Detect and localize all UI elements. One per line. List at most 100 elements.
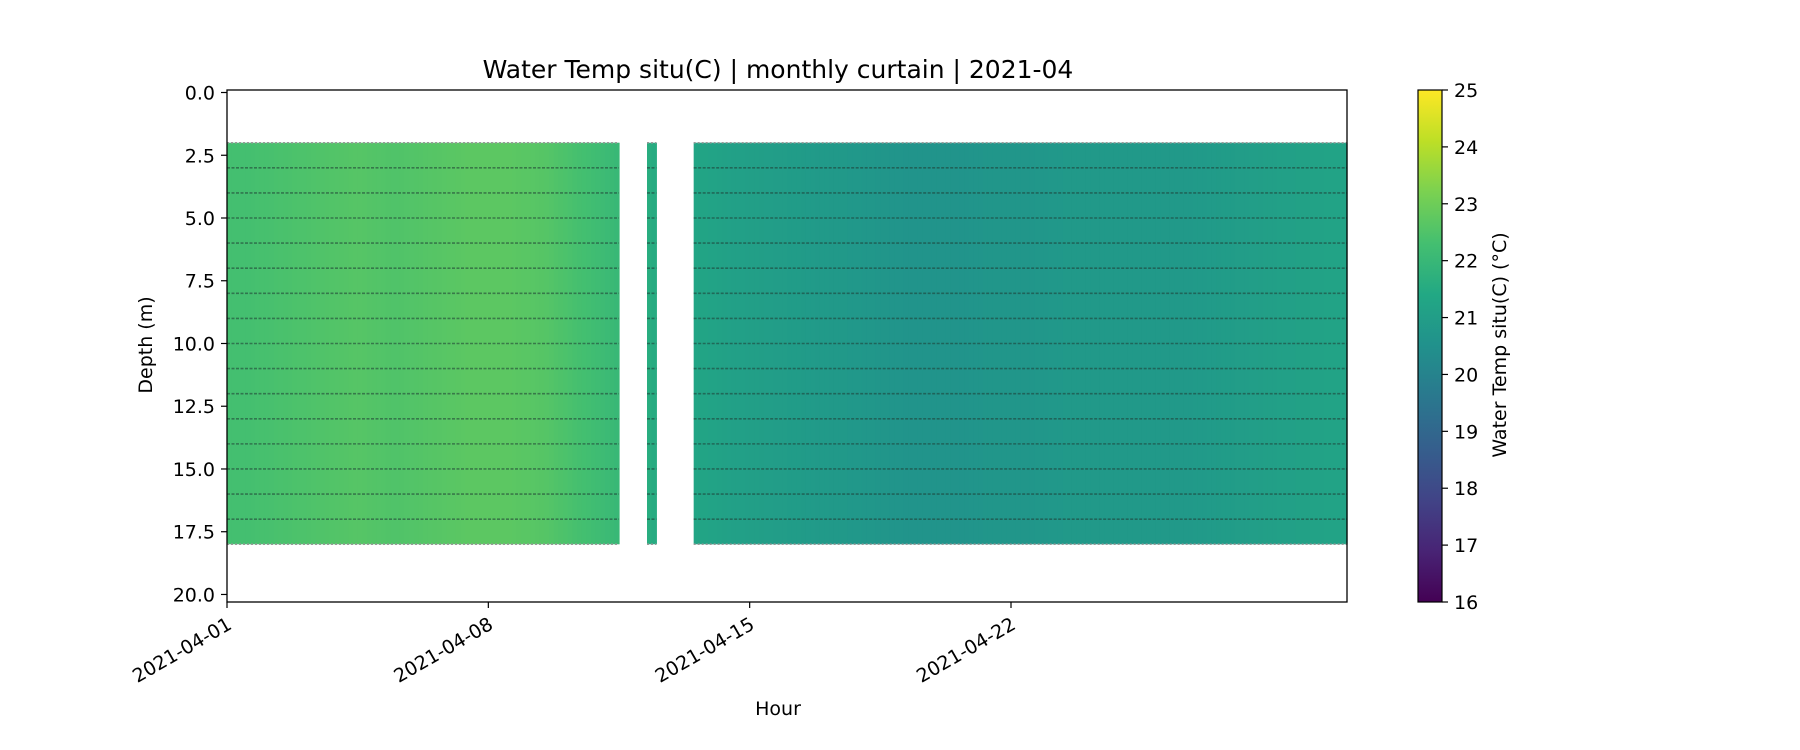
heatmap-cell bbox=[1090, 142, 1096, 545]
heatmap-cell bbox=[726, 142, 732, 545]
heatmap-cell bbox=[259, 142, 265, 545]
heatmap-cell bbox=[1239, 142, 1245, 545]
y-axis: 0.0 2.5 5.0 7.5 10.0 12.5 15.0 17.5 20.0 bbox=[173, 83, 227, 606]
heatmap-cell bbox=[717, 142, 723, 545]
heatmap-cell bbox=[712, 142, 718, 545]
heatmap-cell bbox=[390, 142, 396, 545]
y-tick-label: 5.0 bbox=[185, 208, 215, 230]
heatmap-cell bbox=[245, 142, 251, 545]
colorbar-tick-label: 20 bbox=[1454, 364, 1478, 386]
heatmap-cell bbox=[511, 142, 517, 545]
colorbar-tick-label: 19 bbox=[1454, 421, 1478, 443]
heatmap-cell bbox=[987, 142, 993, 545]
data-segment-3 bbox=[693, 141, 1348, 546]
colorbar-tick-label: 23 bbox=[1454, 194, 1478, 216]
heatmap-cell bbox=[399, 142, 405, 545]
colorbar-tick-label: 24 bbox=[1454, 137, 1478, 159]
heatmap-cell bbox=[1109, 142, 1115, 545]
heatmap-cell bbox=[992, 142, 998, 545]
heatmap-cell bbox=[745, 142, 751, 545]
colorbar-tick-label: 25 bbox=[1454, 80, 1478, 102]
heatmap-cell bbox=[264, 142, 270, 545]
heatmap-cell bbox=[1099, 142, 1105, 545]
heatmap-cell bbox=[847, 142, 853, 545]
heatmap-cell bbox=[866, 142, 872, 545]
y-tick-label: 7.5 bbox=[185, 271, 215, 293]
heatmap-cell bbox=[1230, 142, 1236, 545]
x-axis-label: Hour bbox=[755, 698, 801, 720]
heatmap-cell bbox=[1104, 142, 1110, 545]
chart-title: Water Temp situ(C) | monthly curtain | 2… bbox=[483, 55, 1074, 84]
y-tick-label: 12.5 bbox=[173, 396, 215, 418]
colorbar-tick-label: 18 bbox=[1454, 478, 1478, 500]
x-axis: 2021-04-01 2021-04-08 2021-04-15 2021-04-22 bbox=[129, 602, 1020, 688]
data-segment-1 bbox=[227, 141, 620, 546]
heatmap-cell bbox=[1113, 142, 1119, 545]
heatmap-cell bbox=[530, 142, 536, 545]
colorbar-tick-label: 17 bbox=[1454, 535, 1478, 557]
heatmap-cell bbox=[371, 142, 377, 545]
heatmap-cell bbox=[852, 142, 858, 545]
heatmap-cell bbox=[833, 142, 839, 545]
heatmap-cell bbox=[997, 142, 1003, 545]
heatmap-cell bbox=[497, 142, 503, 545]
heatmap-cell bbox=[1244, 142, 1250, 545]
y-tick-label: 15.0 bbox=[173, 459, 215, 481]
heatmap-cell bbox=[731, 142, 737, 545]
heatmap-cell bbox=[740, 142, 746, 545]
data-segment-2 bbox=[647, 141, 657, 546]
heatmap-cell bbox=[376, 142, 382, 545]
heatmap-cell bbox=[838, 142, 844, 545]
heatmap-cell bbox=[381, 142, 387, 545]
heatmap-cell bbox=[959, 142, 965, 545]
heatmap-cell bbox=[493, 142, 499, 545]
heatmap-cell bbox=[1118, 142, 1124, 545]
heatmap-cell bbox=[1216, 142, 1222, 545]
heatmap-cell bbox=[1123, 142, 1129, 545]
y-tick-label: 17.5 bbox=[173, 522, 215, 544]
heatmap-cell bbox=[1337, 142, 1343, 545]
y-tick-label: 10.0 bbox=[173, 333, 215, 355]
heatmap-cell bbox=[969, 142, 975, 545]
x-tick-label: 2021-04-22 bbox=[913, 613, 1020, 687]
colorbar-tick-label: 16 bbox=[1454, 592, 1478, 614]
y-tick-label: 0.0 bbox=[185, 83, 215, 105]
heatmap-cell bbox=[507, 142, 513, 545]
heatmap-cell bbox=[241, 142, 247, 545]
heatmap-cell bbox=[735, 142, 741, 545]
heatmap-cell bbox=[521, 142, 527, 545]
heatmap bbox=[227, 141, 1348, 546]
heatmap-cell bbox=[964, 142, 970, 545]
heatmap-cell bbox=[1221, 142, 1227, 545]
heatmap-cell bbox=[516, 142, 522, 545]
heatmap-cell bbox=[861, 142, 867, 545]
heatmap-cell bbox=[255, 142, 261, 545]
y-tick-label: 2.5 bbox=[185, 145, 215, 167]
heatmap-cell bbox=[843, 142, 849, 545]
x-tick-label: 2021-04-08 bbox=[390, 613, 497, 687]
heatmap-cell bbox=[721, 142, 727, 545]
heatmap-cell bbox=[269, 142, 275, 545]
colorbar-label: Water Temp situ(C) (°C) bbox=[1489, 232, 1511, 457]
colorbar: 16 17 18 19 20 21 22 23 24 25 bbox=[1417, 80, 1478, 614]
y-tick-label: 20.0 bbox=[173, 584, 215, 606]
heatmap-cell bbox=[1211, 142, 1217, 545]
heatmap-cell bbox=[973, 142, 979, 545]
heatmap-cell bbox=[273, 142, 279, 545]
heatmap-cell bbox=[1225, 142, 1231, 545]
heatmap-cell bbox=[404, 142, 410, 545]
heatmap-cell bbox=[367, 142, 373, 545]
heatmap-cell bbox=[1342, 142, 1348, 545]
colorbar-gradient bbox=[1417, 89, 1443, 603]
plot-frame bbox=[226, 89, 1348, 603]
heatmap-cell bbox=[1095, 142, 1101, 545]
heatmap-cell bbox=[1235, 142, 1241, 545]
heatmap-cell bbox=[502, 142, 508, 545]
heatmap-cell bbox=[871, 142, 877, 545]
colorbar-tick-label: 21 bbox=[1454, 308, 1478, 330]
heatmap-cell bbox=[983, 142, 989, 545]
heatmap-cell bbox=[978, 142, 984, 545]
heatmap-cell bbox=[385, 142, 391, 545]
colorbar-tick-label: 22 bbox=[1454, 251, 1478, 273]
heatmap-cell bbox=[250, 142, 256, 545]
